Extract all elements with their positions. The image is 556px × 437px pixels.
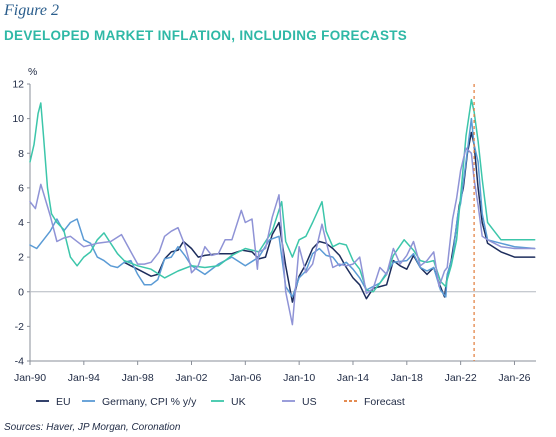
y-tick-label: -4 bbox=[15, 356, 24, 368]
x-tick-label: Jan-02 bbox=[175, 372, 207, 384]
chart-title: DEVELOPED MARKET INFLATION, INCLUDING FO… bbox=[4, 28, 408, 43]
chart-legend: EU Germany, CPI % y/y UK US Forecast bbox=[36, 396, 405, 408]
x-tick-label: Jan-26 bbox=[498, 372, 530, 384]
x-tick-label: Jan-06 bbox=[229, 372, 261, 384]
y-tick-label: 12 bbox=[12, 79, 24, 91]
y-tick-label: 6 bbox=[18, 182, 24, 194]
y-tick-label: -2 bbox=[15, 321, 24, 333]
series-line bbox=[29, 147, 536, 326]
x-tick-label: Jan-18 bbox=[391, 372, 423, 384]
x-tick-label: Jan-94 bbox=[68, 372, 100, 384]
x-tick-label: Jan-14 bbox=[337, 372, 369, 384]
x-tick-label: Jan-98 bbox=[122, 372, 154, 384]
legend-label: UK bbox=[231, 396, 246, 408]
legend-label: Germany, CPI % y/y bbox=[102, 396, 197, 408]
series-line bbox=[123, 131, 536, 303]
legend-label: US bbox=[302, 396, 317, 408]
legend-label: Forecast bbox=[364, 396, 405, 408]
x-tick-label: Jan-22 bbox=[445, 372, 477, 384]
legend-label: EU bbox=[56, 396, 71, 408]
y-tick-label: 2 bbox=[18, 252, 24, 264]
y-tick-label: 0 bbox=[18, 286, 24, 298]
y-tick-label: 4 bbox=[18, 217, 24, 229]
y-tick-label: 10 bbox=[12, 113, 24, 125]
y-tick-label: 8 bbox=[18, 148, 24, 160]
y-axis-unit-label: % bbox=[28, 66, 37, 78]
chart-axes: -4 -2 0 2 4 6 8 10 12 Jan-90 Jan-94 Jan-98 Jan-02 Jan… bbox=[12, 79, 536, 384]
x-tick-label: Jan-90 bbox=[14, 372, 46, 384]
figure-label: Figure 2 bbox=[4, 2, 59, 19]
source-note: Sources: Haver, JP Morgan, Coronation bbox=[4, 422, 181, 433]
chart-series bbox=[29, 84, 536, 361]
x-tick-label: Jan-10 bbox=[283, 372, 315, 384]
series-line bbox=[29, 98, 536, 293]
